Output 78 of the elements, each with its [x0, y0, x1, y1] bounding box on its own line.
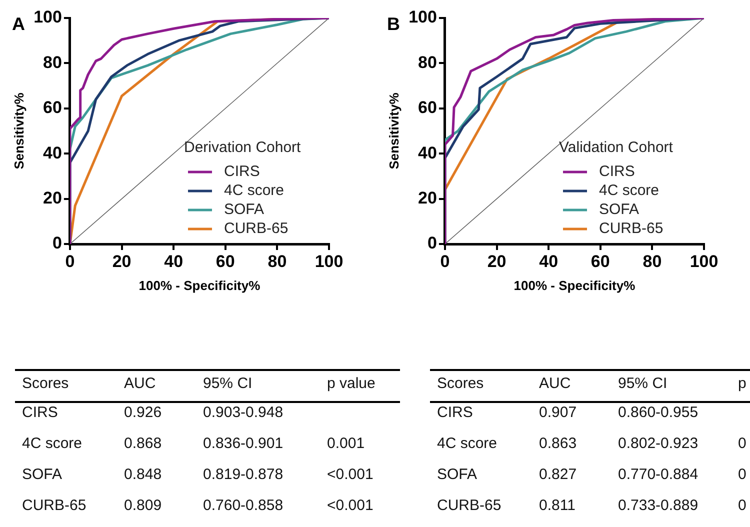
- x-axis-title: 100% - Specificity%: [138, 278, 261, 293]
- text: p value: [327, 375, 376, 392]
- text: <0.001: [327, 497, 374, 514]
- text: 0.827: [539, 466, 577, 483]
- text: 0.848: [124, 466, 162, 483]
- text: 0.868: [124, 435, 162, 452]
- x-tick-label: 60: [216, 252, 235, 271]
- y-tick-label: 40: [418, 143, 437, 162]
- y-tick-label: 0: [52, 234, 62, 253]
- text: AUC: [539, 375, 571, 392]
- x-tick-label: 60: [590, 252, 610, 271]
- legend-label: CIRS: [224, 163, 260, 180]
- text: p: [738, 375, 746, 392]
- y-tick-label: 60: [418, 98, 437, 118]
- text: SOFA: [22, 466, 62, 483]
- text: AUC: [124, 375, 156, 392]
- x-tick-label: 100: [314, 252, 344, 271]
- text: 0.802-0.923: [618, 435, 698, 452]
- text: 0.926: [124, 404, 162, 421]
- y-tick-label: 80: [43, 52, 62, 72]
- x-tick-label: 20: [112, 252, 132, 271]
- x-tick-label: 40: [164, 252, 184, 271]
- x-tick-label: 0: [440, 252, 450, 271]
- text: 0.760-0.858: [203, 497, 284, 514]
- legend-label: 4C score: [224, 182, 284, 200]
- text: 0.733-0.889: [618, 497, 698, 514]
- text: 95% CI: [618, 375, 668, 392]
- y-tick-label: 60: [43, 98, 62, 118]
- x-tick-label: 100: [690, 252, 718, 271]
- x-tick-label: 40: [539, 252, 558, 271]
- legend-title: Validation Cohort: [559, 139, 674, 156]
- text: 0.903-0.948: [203, 404, 284, 421]
- chart-title: A: [12, 14, 25, 34]
- y-tick-label: 40: [43, 143, 62, 162]
- y-tick-label: 100: [34, 8, 62, 27]
- text: SOFA: [437, 466, 478, 483]
- text: 0.836-0.901: [203, 435, 284, 452]
- x-axis-title: 100% - Specificity%: [514, 278, 636, 293]
- text: 0.811: [539, 497, 576, 514]
- y-tick-label: 0: [427, 234, 437, 253]
- text: CIRS: [22, 404, 58, 421]
- text: 0.809: [124, 497, 162, 514]
- legend-title: Derivation Cohort: [184, 139, 302, 156]
- x-tick-label: 20: [487, 252, 506, 271]
- x-tick-label: 0: [65, 252, 75, 271]
- y-tick-label: 20: [43, 188, 62, 208]
- legend-label: CIRS: [599, 163, 635, 180]
- y-tick-label: 100: [408, 8, 437, 27]
- y-tick-label: 20: [418, 188, 437, 208]
- text: 0: [738, 435, 746, 452]
- text: 0.907: [539, 404, 577, 421]
- text: 0.860-0.955: [618, 404, 698, 421]
- chart-title: B: [387, 14, 400, 34]
- legend-label: 4C score: [599, 182, 660, 200]
- legend-label: SOFA: [224, 201, 264, 218]
- text: Scores: [437, 375, 484, 392]
- text: CIRS: [437, 404, 473, 421]
- text: CURB-65: [437, 497, 502, 514]
- legend-label: SOFA: [599, 201, 640, 218]
- text: <0.001: [327, 466, 374, 483]
- text: 95% CI: [203, 375, 252, 392]
- text: 4C score: [22, 435, 82, 452]
- x-tick-label: 80: [642, 252, 662, 271]
- text: 0: [738, 466, 746, 483]
- text: 0.770-0.884: [618, 466, 698, 483]
- text: 0: [738, 497, 746, 514]
- text: 4C score: [437, 435, 498, 452]
- text: 0.001: [327, 435, 365, 452]
- text: 0.819-0.878: [203, 466, 284, 483]
- legend-label: CURB-65: [224, 220, 288, 238]
- text: Scores: [22, 375, 69, 392]
- x-tick-label: 80: [268, 252, 287, 271]
- legend-label: CURB-65: [599, 220, 664, 238]
- y-tick-label: 80: [418, 52, 437, 72]
- text: CURB-65: [22, 497, 86, 514]
- y-axis-title: Sensitivity%: [386, 92, 402, 170]
- y-axis-title: Sensitivity%: [11, 92, 26, 170]
- text: 0.863: [539, 435, 577, 452]
